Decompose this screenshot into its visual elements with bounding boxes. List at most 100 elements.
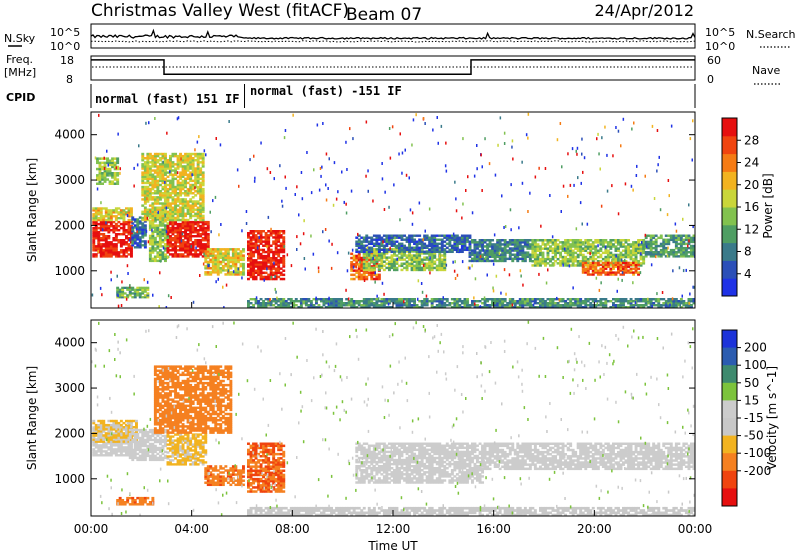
power-cell [362, 238, 366, 241]
power-cell [114, 247, 118, 250]
power-cell [99, 233, 103, 236]
power-cell [428, 236, 432, 239]
power-cell [639, 243, 643, 246]
power-cell [498, 259, 502, 263]
power-cell [466, 234, 469, 237]
power-cell [186, 237, 190, 240]
power-cell [274, 300, 278, 303]
power-cell [377, 250, 381, 254]
power-cell [652, 246, 656, 250]
power-cell [148, 177, 152, 181]
power-cell [398, 236, 401, 239]
power-cell [579, 243, 583, 246]
power-cell [634, 249, 638, 252]
power-cell [272, 242, 276, 245]
power-cell [516, 302, 520, 305]
power-cell [196, 245, 200, 248]
power-cell [481, 241, 485, 244]
power-cell [355, 240, 359, 243]
power-cell [405, 254, 409, 257]
power-cell [151, 251, 155, 254]
power-speckle [328, 296, 330, 300]
power-cell [143, 169, 147, 172]
power-cell [591, 257, 595, 261]
power-cell [388, 300, 391, 303]
power-cell [116, 161, 120, 165]
power-cell [141, 171, 145, 174]
power-cell [164, 159, 167, 162]
power-speckle [303, 219, 305, 223]
power-cell [194, 220, 198, 224]
power-cell [606, 243, 610, 246]
power-speckle [669, 303, 671, 307]
power-cell [496, 241, 500, 244]
power-cell [438, 234, 442, 237]
power-cell [362, 248, 366, 252]
power-cell [101, 167, 105, 171]
power-cell [211, 271, 215, 274]
power-cell [161, 238, 165, 242]
power-cell [518, 247, 522, 250]
power-cell [196, 202, 200, 205]
power-cell [153, 257, 157, 261]
power-speckle [501, 194, 503, 198]
power-cell [107, 224, 111, 228]
power-cell [622, 298, 625, 301]
power-cell [471, 304, 474, 307]
power-cell [460, 306, 464, 308]
power-cell [533, 300, 537, 303]
power-cell [556, 262, 560, 265]
power-cell [533, 257, 537, 261]
power-cell [667, 304, 671, 307]
power-cell [141, 232, 145, 235]
power-cell [112, 237, 116, 240]
power-cell [186, 224, 190, 228]
power-cell [117, 217, 121, 220]
power-cell [410, 250, 414, 253]
power-cell [355, 261, 359, 264]
power-cell [309, 302, 313, 305]
power-cell [194, 239, 198, 242]
power-cell [274, 277, 278, 281]
power-cell [211, 269, 215, 272]
power-cell [164, 190, 167, 193]
power-cell [440, 302, 444, 305]
power-cell [599, 267, 603, 270]
power-cell [138, 226, 142, 229]
power-cell [262, 250, 266, 254]
power-cell [151, 210, 155, 214]
power-cell [415, 234, 419, 237]
nsearch-label: N.Search [746, 28, 796, 41]
power-cell [644, 236, 648, 240]
power-cell [148, 234, 152, 238]
power-cell [679, 242, 683, 246]
power-cell [196, 163, 200, 166]
power-cell [367, 258, 371, 262]
power-speckle [461, 260, 464, 264]
power-cell [234, 252, 238, 255]
power-cell [463, 238, 467, 241]
power-cell [382, 246, 386, 250]
power-cell [606, 249, 610, 252]
power-cell [528, 245, 532, 248]
power-cell [408, 238, 412, 241]
power-cell [634, 243, 638, 246]
power-cell [523, 257, 527, 261]
power-cell [108, 180, 112, 183]
power-cell [99, 224, 103, 228]
power-cell [523, 302, 527, 305]
power-cell [554, 306, 558, 308]
power-speckle [479, 305, 482, 308]
power-cell [332, 306, 336, 308]
power-cell [420, 252, 424, 255]
power-cell [382, 298, 386, 301]
power-cell [138, 216, 142, 219]
power-cell [576, 300, 580, 303]
power-speckle [256, 246, 259, 250]
power-colorbar-tick-label: 20 [744, 178, 759, 192]
power-cell [104, 211, 108, 214]
power-cell [617, 260, 620, 263]
power-cell [377, 306, 381, 308]
power-speckle [391, 125, 394, 129]
power-cell [551, 298, 555, 301]
